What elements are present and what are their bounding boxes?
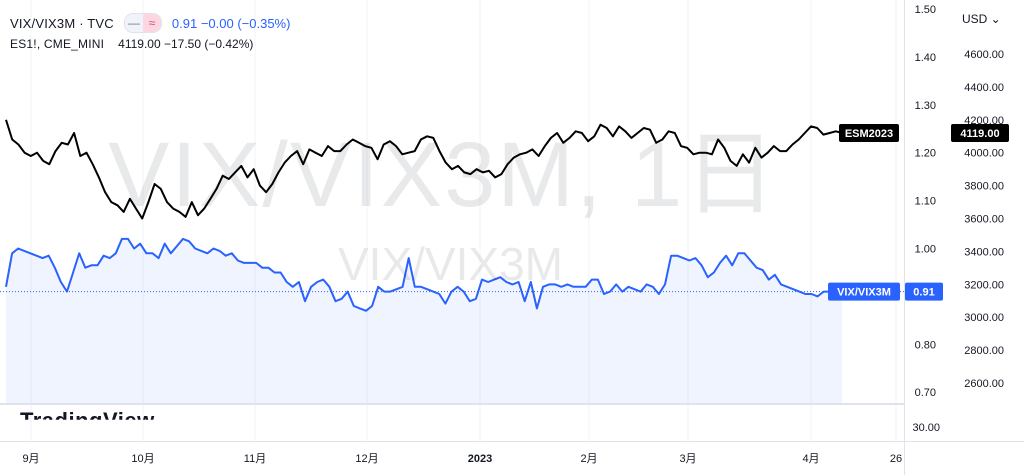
es-value-tag — [951, 123, 1009, 142]
right-axis-tick-label: 4200.00 — [964, 115, 1004, 127]
left-axis-tick-label: 0.70 — [915, 387, 936, 399]
ratio-name-tag-label: VIX/VIX3M — [837, 287, 891, 299]
left-axis-tick-label: 1.50 — [915, 4, 936, 16]
time-tick-label: 2月 — [580, 453, 597, 465]
left-axis-tick-label: 1.10 — [915, 196, 936, 208]
es-series-line[interactable] — [5, 119, 843, 220]
time-tick-label: 2023 — [468, 453, 492, 465]
ratio-value-tag-label: 0.91 — [913, 287, 934, 299]
right-axis-tick-label: 4000.00 — [964, 148, 1004, 160]
right-axis-tick-label: 3600.00 — [964, 214, 1004, 226]
last-value-tags: ESM2023 4119.00 VIX/VIX3M 0.91 — [828, 123, 1009, 301]
currency-selector[interactable]: USD ⌄ — [962, 12, 1001, 26]
right-axis-tick-label: 3200.00 — [964, 279, 1004, 291]
minus-icon[interactable]: — — [124, 14, 143, 32]
lower-axis-tick-label: 30.00 — [912, 422, 940, 434]
right-axis-tick-label: 2600.00 — [964, 378, 1004, 390]
tradingview-logo: TradingView — [20, 408, 155, 433]
ratio-value-tag — [905, 282, 943, 301]
watermark-main: VIX/VIX3M, 1日 — [108, 124, 779, 226]
legend-es-series[interactable]: ES1!, CME_MINI 4119.00 −17.50 (−0.42%) — [10, 37, 253, 51]
right-axis-tick-label: 3000.00 — [964, 312, 1004, 324]
legend-es-symbol[interactable]: ES1!, CME_MINI — [10, 37, 105, 51]
time-tick-label: 12月 — [355, 453, 378, 465]
time-tick-label: 3月 — [679, 453, 696, 465]
left-axis-tick-label: 1.30 — [915, 100, 936, 112]
right-axis-tick-label: 4400.00 — [964, 82, 1004, 94]
left-axis-tick-label: 1.20 — [915, 148, 936, 160]
left-axis-tick-label: 1.00 — [915, 244, 936, 256]
right-axis-tick-label: 3400.00 — [964, 246, 1004, 258]
es-name-tag-label: ESM2023 — [845, 128, 893, 140]
vertical-gridlines — [30, 0, 897, 441]
legend-main-values: 0.91 −0.00 (−0.35%) — [171, 15, 291, 31]
es-name-tag — [839, 123, 899, 142]
left-axis-tick-label: 1.40 — [915, 52, 936, 64]
approx-icon[interactable]: ≈ — [142, 14, 161, 32]
pane-separator — [0, 403, 904, 405]
legend-main-series[interactable]: VIX/VIX3M · TVC — ≈ 0.91 −0.00 (−0.35%) — [10, 13, 290, 33]
right-axis-ticks: 4600.00 4400.00 4200.00 4000.00 3800.00 3600.… — [964, 49, 1004, 390]
lower-pane-axis-ticks: 30.00 — [912, 422, 940, 434]
time-axis-ticks: 9月 10月 11月 12月 2023 2月 3月 4月 26 — [22, 453, 902, 465]
ratio-name-tag — [828, 282, 900, 301]
right-axis-tick-label: 4600.00 — [964, 49, 1004, 61]
time-tick-label: 11月 — [244, 453, 266, 465]
es-value-tag-label: 4119.00 — [960, 128, 999, 140]
left-axis-ticks: 1.501.401.301.201.101.000.900.800.70 — [915, 4, 936, 399]
time-tick-label: 10月 — [131, 453, 154, 465]
ratio-series-line[interactable] — [5, 237, 843, 312]
time-tick-label: 9月 — [22, 453, 39, 465]
legend-main-symbol[interactable]: VIX/VIX3M · TVC — [10, 15, 114, 31]
right-axis-tick-label: 3800.00 — [964, 181, 1004, 193]
time-tick-label: 4月 — [802, 453, 819, 465]
ratio-area-fill — [6, 238, 842, 403]
watermark-sub: VIX/VIX3M — [338, 238, 563, 290]
legend-es-values: 4119.00 −17.50 (−0.42%) — [118, 37, 254, 51]
left-axis-tick-label: 0.80 — [915, 339, 936, 351]
time-tick-label: 26 — [890, 453, 902, 465]
right-axis-tick-label: 2800.00 — [964, 345, 1004, 357]
legend-pill[interactable]: — ≈ — [123, 13, 162, 33]
